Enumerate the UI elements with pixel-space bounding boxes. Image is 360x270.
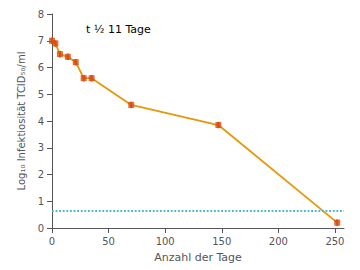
svg-text:200: 200: [269, 236, 288, 247]
svg-text:7: 7: [38, 35, 44, 46]
svg-text:4: 4: [38, 116, 44, 127]
svg-text:2: 2: [38, 169, 44, 180]
svg-text:5: 5: [38, 89, 44, 100]
svg-text:0: 0: [38, 223, 44, 234]
svg-text:150: 150: [212, 236, 231, 247]
svg-text:100: 100: [156, 236, 175, 247]
svg-text:50: 50: [102, 236, 115, 247]
svg-text:Log₁₀ Infektiosität TCID₅₀/ml: Log₁₀ Infektiosität TCID₅₀/ml: [16, 52, 27, 191]
svg-text:1: 1: [38, 196, 44, 207]
svg-text:6: 6: [38, 62, 44, 73]
svg-text:Anzahl der Tage: Anzahl der Tage: [154, 251, 242, 264]
svg-text:250: 250: [325, 236, 344, 247]
svg-text:t ½ 11 Tage: t ½ 11 Tage: [86, 23, 151, 36]
svg-text:0: 0: [49, 236, 55, 247]
svg-text:8: 8: [38, 9, 44, 20]
svg-text:3: 3: [38, 142, 44, 153]
